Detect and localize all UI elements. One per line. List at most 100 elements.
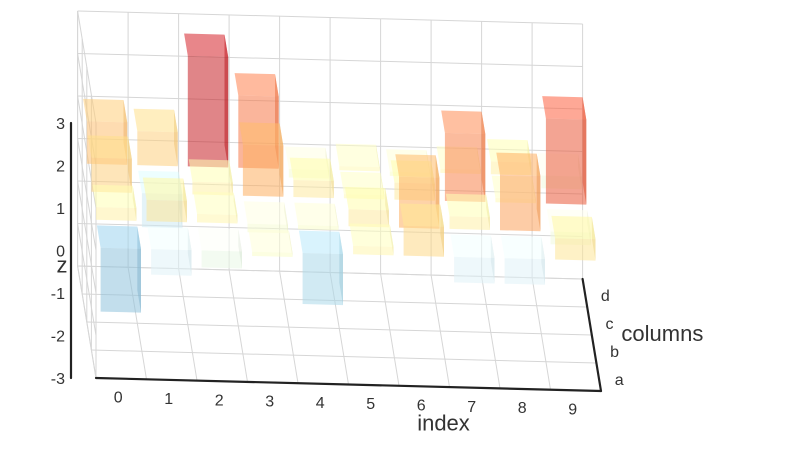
bar-top-face	[551, 215, 596, 240]
bar	[147, 226, 192, 276]
bar-top-face	[197, 228, 242, 252]
bar-front-face	[201, 250, 242, 269]
bar	[441, 110, 486, 202]
bar	[197, 228, 242, 269]
bar	[92, 184, 137, 221]
grid-line	[77, 95, 583, 110]
bar-top-face	[294, 202, 339, 227]
z-tick-label: -1	[51, 286, 65, 303]
axes	[69, 121, 603, 393]
bar-top-face	[335, 143, 380, 168]
z-tick-label: -3	[51, 371, 65, 388]
x-tick-label: 3	[265, 394, 274, 411]
bar-front-face	[298, 225, 339, 231]
bar-top-face	[496, 152, 541, 176]
x-tick-label: 5	[366, 396, 375, 413]
grid-line	[91, 349, 597, 364]
z-tick-label: -2	[51, 329, 65, 346]
bar	[87, 135, 132, 193]
bar	[294, 202, 339, 231]
bar-top-face	[142, 177, 187, 201]
bar-top-face	[248, 229, 293, 253]
bar	[551, 215, 596, 261]
bar-top-face	[239, 122, 284, 146]
bar	[542, 96, 587, 205]
bar-top-face	[147, 226, 192, 251]
bar	[349, 223, 394, 256]
bar-front-face	[100, 247, 141, 313]
bar-front-face	[444, 132, 486, 202]
x-tick-label: 9	[568, 401, 577, 418]
y-tick-label: b	[610, 344, 619, 361]
bar-front-face	[187, 55, 229, 168]
x-tick-label: 6	[417, 397, 426, 414]
bar	[193, 191, 238, 224]
bar-top-face	[188, 159, 233, 183]
bar-front-face	[151, 249, 192, 276]
bar-front-face	[293, 180, 334, 199]
bar-top-face	[441, 110, 486, 134]
bar-top-face	[450, 234, 495, 258]
bar-front-face	[403, 225, 444, 257]
bar	[445, 193, 490, 230]
bar-top-face	[298, 230, 343, 255]
bar-front-face	[96, 207, 137, 221]
bar	[188, 159, 233, 196]
grid-line	[77, 223, 97, 336]
bar	[450, 234, 495, 284]
x-axis-line	[94, 376, 603, 393]
bar-front-face	[454, 256, 495, 284]
bar-front-face	[348, 209, 389, 228]
x-tick-label: 1	[164, 391, 173, 408]
bar	[335, 143, 380, 172]
z-tick-label: 1	[56, 201, 65, 218]
bar-top-face	[92, 184, 137, 209]
x-tick-label: 8	[518, 400, 527, 417]
bar	[496, 152, 541, 232]
bar-top-face	[243, 201, 288, 225]
bar	[243, 201, 288, 234]
x-tick-label: 0	[114, 390, 123, 407]
bar-top-face	[344, 186, 389, 211]
bar-front-face	[302, 253, 343, 306]
bar-front-face	[545, 118, 587, 205]
bar-top-face	[184, 33, 229, 57]
x-tick-label: 4	[316, 395, 325, 412]
x-axis-title: index	[417, 411, 470, 436]
bar-top-face	[399, 203, 444, 227]
y-tick-label: a	[615, 372, 624, 389]
bar-top-face	[395, 154, 440, 178]
y-axis-line	[581, 277, 603, 393]
bar-front-face	[242, 144, 284, 197]
bar-front-face	[339, 166, 380, 172]
x-tick-label: 2	[215, 392, 224, 409]
bar-top-face	[193, 191, 238, 215]
bar-top-face	[542, 96, 587, 120]
bar-top-face	[500, 235, 545, 260]
bar	[500, 235, 545, 285]
bar-top-face	[87, 135, 132, 159]
y-tick-label: c	[606, 316, 614, 333]
bar-front-face	[197, 213, 238, 224]
bar	[344, 186, 389, 228]
bar-front-face	[137, 131, 178, 167]
bar-front-face	[353, 245, 394, 256]
bar-front-face	[252, 251, 293, 257]
bar-front-face	[449, 216, 490, 230]
bar-top-face	[234, 73, 279, 97]
bar	[239, 122, 284, 197]
bar-top-face	[289, 157, 334, 182]
grid-line	[77, 265, 97, 379]
bar-front-face	[500, 175, 541, 232]
grid-line	[86, 321, 592, 336]
z-tick-label: 0	[56, 244, 65, 261]
bar	[298, 230, 343, 306]
grid-line	[77, 53, 583, 67]
bar	[184, 33, 229, 168]
bars	[83, 33, 596, 313]
bar	[133, 108, 178, 167]
z-tick-label: 2	[56, 159, 65, 176]
bar	[399, 203, 444, 257]
